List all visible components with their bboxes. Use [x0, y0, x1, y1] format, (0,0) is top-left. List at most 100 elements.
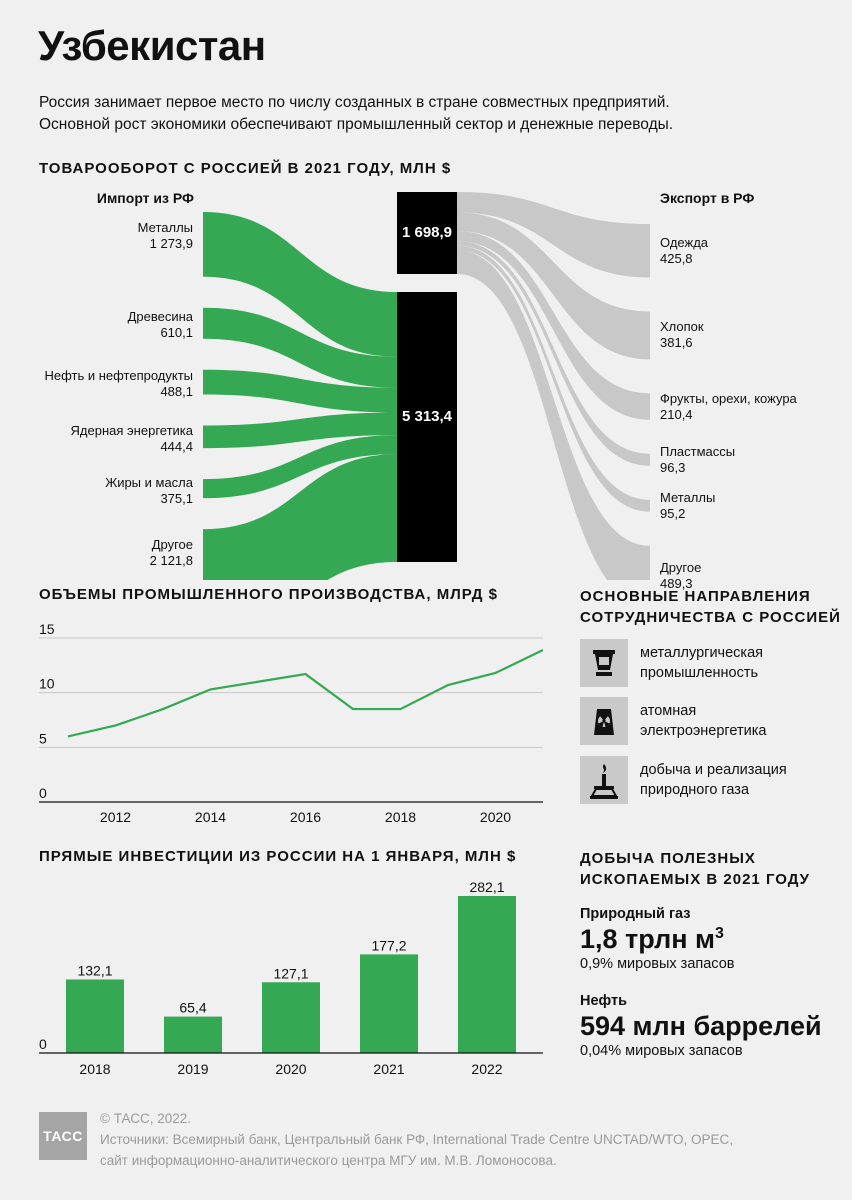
mining-oil-value: 594 млн баррелей: [580, 1011, 822, 1041]
export-label-value: 489,3: [660, 576, 693, 592]
import-flow: [203, 307, 397, 388]
direction-3-line-1: добыча и реализация: [640, 762, 787, 778]
direction-1-line-2: промышленность: [640, 665, 759, 681]
x-tick-label: 2019: [177, 1061, 208, 1077]
export-label-name: Хлопок: [660, 319, 704, 335]
import-label: Ядерная энергетика 444,4: [71, 423, 193, 455]
x-tick-label: 2022: [471, 1061, 502, 1077]
import-flow: [203, 435, 397, 499]
export-label: Другое 489,3: [660, 560, 701, 592]
import-label-value: 610,1: [160, 325, 193, 341]
direction-2-text: атомная электроэнергетика: [640, 701, 766, 741]
invest-bar-chart: 0 132,1 2018 65,4 2019 127,1 2020 177,2 2021 282,…: [39, 879, 543, 1077]
invest-bar: [262, 982, 320, 1053]
page-title: Узбекистан: [38, 22, 266, 69]
export-label: Хлопок 381,6: [660, 319, 704, 351]
import-label-value: 2 121,8: [149, 553, 193, 569]
y-tick-label: 15: [39, 621, 55, 637]
mining-gas-value-text: 1,8 трлн м: [580, 924, 716, 954]
export-label: Пластмассы 96,3: [660, 444, 735, 476]
invest-bar: [360, 954, 418, 1053]
import-total-box: [397, 292, 457, 562]
direction-2-line-2: электроэнергетика: [640, 723, 767, 739]
import-label-name: Ядерная энергетика: [70, 422, 193, 438]
bar-value-label: 282,1: [469, 879, 504, 895]
export-label: Металлы 95,2: [660, 490, 715, 522]
export-header: Экспорт в РФ: [660, 190, 755, 206]
x-tick-label: 2020: [275, 1061, 306, 1077]
invest-bar: [164, 1016, 222, 1053]
export-label: Одежда 425,8: [660, 235, 708, 267]
nuclear-plant-icon: [580, 697, 628, 745]
mining-oil-sub: 0,04% мировых запасов: [580, 1043, 743, 1059]
industry-series-line: [67, 649, 544, 738]
trade-section-title: ТОВАРООБОРОТ С РОССИЕЙ В 2021 ГОДУ, МЛН …: [39, 160, 452, 177]
export-label-name: Одежда: [660, 234, 709, 250]
y-zero-label: 0: [39, 1036, 47, 1052]
direction-3-line-2: природного газа: [640, 782, 750, 798]
export-flow: [457, 192, 650, 278]
import-flow: [203, 369, 397, 413]
import-header: Импорт из РФ: [96, 190, 194, 206]
y-tick-label: 10: [39, 676, 55, 692]
import-label: Древесина 610,1: [128, 309, 193, 341]
export-label-name: Металлы: [660, 489, 716, 505]
import-label-name: Жиры и масла: [105, 474, 193, 490]
export-label-name: Фрукты, орехи, кожура: [660, 390, 797, 406]
x-tick-label: 2012: [100, 809, 131, 825]
mining-gas-name: Природный газ: [580, 906, 691, 922]
footer-text: © ТАСС, 2022. Источники: Всемирный банк,…: [100, 1108, 733, 1171]
direction-1-text: металлургическая промышленность: [640, 643, 763, 683]
bar-value-label: 132,1: [77, 962, 112, 978]
import-flow: [203, 412, 397, 449]
tass-logo: ТАСС: [39, 1112, 87, 1160]
import-label-name: Нефть и нефтепродукты: [44, 368, 193, 384]
bar-value-label: 65,4: [179, 1000, 206, 1016]
footer-sources-1: Источники: Всемирный банк, Центральный б…: [100, 1132, 734, 1147]
import-label-value: 375,1: [160, 490, 193, 506]
export-total-box: [397, 192, 457, 274]
gas-rig-icon: [580, 756, 628, 804]
export-total-label: 1 698,9: [401, 224, 453, 241]
footer-copyright: © ТАСС, 2022.: [100, 1111, 191, 1126]
export-label-name: Пластмассы: [660, 443, 736, 459]
export-label-name: Другое: [660, 560, 702, 576]
directions-title-line-1: ОСНОВНЫЕ НАПРАВЛЕНИЯ: [580, 588, 811, 605]
intro-text: Россия занимает первое место по числу со…: [39, 92, 799, 136]
export-label-value: 381,6: [660, 335, 693, 351]
x-tick-label: 2016: [290, 809, 321, 825]
import-label-value: 488,1: [160, 384, 193, 400]
mining-gas-value: 1,8 трлн м3: [580, 924, 724, 955]
trade-sankey-chart: [203, 192, 650, 580]
footer-sources-2: сайт информационно-аналитического центра…: [100, 1153, 557, 1168]
directions-section-title: ОСНОВНЫЕ НАПРАВЛЕНИЯ СОТРУДНИЧЕСТВА С РО…: [580, 586, 841, 628]
invest-section-title: ПРЯМЫЕ ИНВЕСТИЦИИ ИЗ РОССИИ НА 1 ЯНВАРЯ,…: [39, 848, 517, 865]
import-flow: [203, 212, 397, 357]
crucible-icon: [580, 639, 628, 687]
import-label-value: 444,4: [160, 438, 193, 454]
x-tick-label: 2020: [480, 809, 511, 825]
x-tick-label: 2018: [79, 1061, 110, 1077]
y-tick-label: 0: [39, 785, 47, 801]
industry-section-title: ОБЪЕМЫ ПРОМЫШЛЕННОГО ПРОИЗВОДСТВА, МЛРД …: [39, 586, 498, 603]
direction-2-line-1: атомная: [640, 703, 697, 719]
direction-1-line-1: металлургическая: [640, 645, 764, 661]
export-label: Фрукты, орехи, кожура 210,4: [660, 391, 797, 423]
export-flow: [457, 250, 650, 580]
export-flow: [457, 230, 650, 420]
import-label-name: Металлы: [137, 220, 193, 235]
mining-gas-unit-sup: 3: [715, 925, 724, 942]
intro-line-1: Россия занимает первое место по числу со…: [39, 94, 670, 111]
import-label-name: Древесина: [127, 309, 193, 325]
export-label-value: 95,2: [660, 505, 686, 521]
import-label: Другое 2 121,8: [150, 537, 193, 569]
intro-line-2: Основной рост экономики обеспечивают про…: [39, 116, 674, 133]
export-flow: [457, 212, 650, 360]
import-label-value: 1 273,9: [149, 236, 193, 251]
mining-oil-name: Нефть: [580, 993, 628, 1009]
direction-3-text: добыча и реализация природного газа: [640, 760, 787, 800]
import-label: Металлы 1 273,9: [138, 220, 193, 252]
import-total-label: 5 313,4: [401, 408, 453, 425]
import-label: Жиры и масла 375,1: [105, 475, 193, 507]
invest-bar: [458, 896, 516, 1053]
